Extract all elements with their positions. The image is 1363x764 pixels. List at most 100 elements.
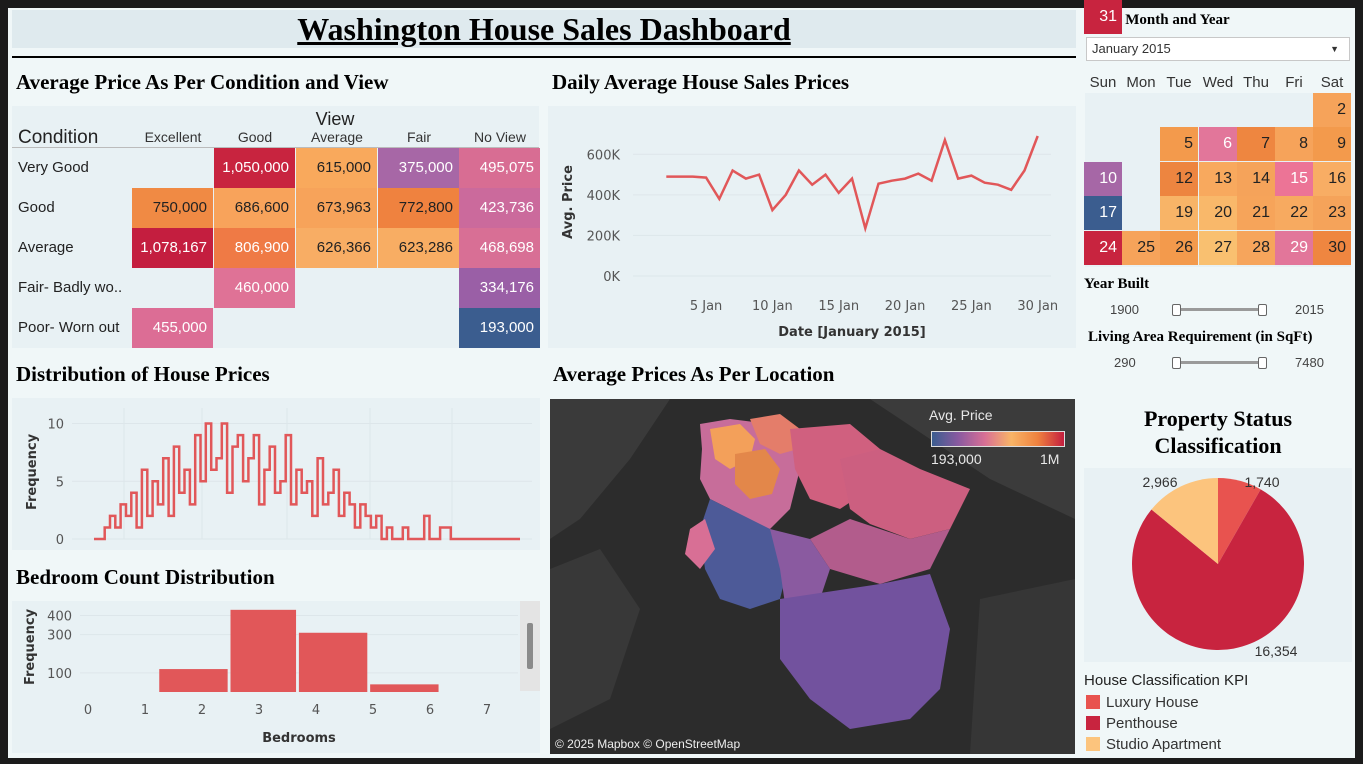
heatmap-cell: 626,366 (296, 228, 377, 268)
heatmap-row-label: Poor- Worn out (18, 319, 120, 336)
map-region-east (810, 519, 950, 584)
line-chart-title: Daily Average House Sales Prices (552, 70, 850, 94)
y-tick-label: 600K (587, 148, 621, 163)
calendar-day[interactable]: 19 (1160, 196, 1198, 230)
calendar-day[interactable]: 21 (1237, 196, 1275, 230)
calendar-day[interactable]: 15 (1275, 162, 1313, 196)
pie-slice (1132, 489, 1305, 650)
location-map[interactable] (550, 399, 1075, 754)
heatmap-cell (296, 308, 377, 348)
y-tick-label: 100 (47, 667, 72, 682)
calendar-weekday: Fri (1285, 74, 1303, 91)
x-tick-label: 20 Jan (885, 299, 926, 314)
heatmap-cell (132, 148, 213, 188)
map-region-city (750, 414, 800, 454)
scrollbar-thumb[interactable] (527, 623, 533, 669)
calendar-day[interactable]: 24 (1084, 231, 1122, 265)
living-area-slider-min-handle[interactable] (1172, 357, 1181, 369)
calendar-day[interactable]: 9 (1313, 127, 1351, 161)
legend-swatch (1086, 737, 1100, 751)
y-axis-label: Frequency (25, 433, 40, 510)
pie-legend-title: House Classification KPI (1084, 672, 1249, 689)
calendar-day[interactable]: 23 (1313, 196, 1351, 230)
calendar-day[interactable]: 22 (1275, 196, 1313, 230)
map-legend-title: Avg. Price (929, 407, 993, 423)
bedrooms-panel: 100 300 400 0 1 2 3 4 5 6 7 Bedrooms Frequency (12, 601, 540, 753)
x-tick-label: 10 Jan (752, 299, 793, 314)
heatmap-col-group-header: View (315, 109, 355, 129)
heatmap-cell: 334,176 (459, 268, 540, 308)
bedroom-bar (230, 609, 297, 692)
heatmap-cell: 615,000 (296, 148, 377, 188)
pie-legend-item[interactable]: Penthouse (1086, 715, 1178, 732)
calendar-day[interactable]: 27 (1199, 231, 1237, 265)
calendar-day[interactable]: 10 (1084, 162, 1122, 196)
living-area-slider-max-handle[interactable] (1258, 357, 1267, 369)
y-tick-label: 0 (56, 533, 64, 548)
frequency-series-line (94, 422, 520, 541)
living-area-min: 290 (1114, 355, 1136, 370)
bedroom-count-chart: 100 300 400 0 1 2 3 4 5 6 7 Bedrooms Frequency (23, 608, 518, 746)
calendar-day[interactable]: 29 (1275, 231, 1313, 265)
heatmap-cell: 673,963 (296, 188, 377, 228)
pie-legend-item[interactable]: Luxury House (1086, 694, 1199, 711)
year-built-slider-min-handle[interactable] (1172, 304, 1181, 316)
calendar-day[interactable]: 20 (1199, 196, 1237, 230)
x-tick-label: 15 Jan (818, 299, 859, 314)
calendar-day[interactable]: 5 (1160, 127, 1198, 161)
year-built-slider-track[interactable] (1176, 308, 1264, 311)
chevron-down-icon[interactable]: ▼ (1330, 44, 1339, 54)
x-tick-label: 25 Jan (951, 299, 992, 314)
calendar-day[interactable]: 25 (1122, 231, 1160, 265)
calendar-weekday: Sun (1089, 74, 1117, 91)
y-tick-label: 0K (603, 270, 620, 285)
calendar-day[interactable]: 30 (1313, 231, 1351, 265)
calendar-weekday: Mon (1126, 74, 1156, 91)
heatmap-title: Average Price As Per Condition and View (16, 70, 389, 94)
calendar-day[interactable]: 8 (1275, 127, 1313, 161)
calendar-day[interactable]: 6 (1199, 127, 1237, 161)
y-tick-label: 400K (587, 189, 621, 204)
map-terrain (550, 399, 670, 539)
heatmap-row-label: Average (18, 239, 74, 256)
map-region-island (685, 519, 715, 569)
heatmap-col-header: Good (237, 129, 273, 145)
calendar-day[interactable]: 28 (1237, 231, 1275, 265)
legend-swatch (1086, 716, 1100, 730)
pie-slice (1218, 478, 1261, 564)
pie-slice (1151, 478, 1218, 564)
living-area-max: 7480 (1295, 355, 1324, 370)
heatmap-row-header: Condition (18, 127, 99, 148)
bedrooms-scrollbar[interactable] (520, 601, 540, 691)
legend-label: Luxury House (1106, 694, 1199, 711)
bedrooms-title: Bedroom Count Distribution (16, 565, 275, 589)
heatmap-cell (296, 268, 377, 308)
pie-panel: 2,966 1,740 16,354 (1084, 468, 1352, 662)
year-built-slider-max-handle[interactable] (1258, 304, 1267, 316)
pie-title-line2: Classification (1154, 433, 1282, 458)
map-canvas (550, 399, 1075, 754)
calendar-day[interactable]: 13 (1199, 162, 1237, 196)
calendar-day[interactable]: 2 (1313, 93, 1351, 127)
map-terrain (870, 399, 1075, 519)
living-area-slider-track[interactable] (1176, 361, 1264, 364)
calendar-day[interactable]: 7 (1237, 127, 1275, 161)
heatmap-cell: 495,075 (459, 148, 540, 188)
calendar-day[interactable]: 31 (1084, 0, 1122, 34)
heatmap-row-label: Good (18, 199, 55, 216)
month-year-dropdown[interactable]: January 2015 ▼ (1086, 37, 1350, 61)
dashboard-title-bar: Washington House Sales Dashboard (12, 10, 1076, 48)
calendar-day[interactable]: 16 (1313, 162, 1351, 196)
calendar-day[interactable]: 12 (1160, 162, 1198, 196)
month-year-value: January 2015 (1092, 41, 1171, 56)
map-legend-max: 1M (1040, 451, 1060, 467)
pie-legend-item[interactable]: Studio Apartment (1086, 736, 1221, 753)
line-chart-panel: 0K 200K 400K 600K 5 Jan 10 Jan 15 Jan 20 Jan 25 … (548, 106, 1076, 348)
calendar-day[interactable]: 17 (1084, 196, 1122, 230)
calendar-day[interactable]: 26 (1160, 231, 1198, 265)
calendar-day[interactable]: 14 (1237, 162, 1275, 196)
heatmap-header-divider (12, 147, 539, 148)
y-tick-label: 5 (56, 475, 64, 490)
calendar-weekday: Tue (1166, 74, 1192, 91)
year-built-max: 2015 (1295, 302, 1324, 317)
